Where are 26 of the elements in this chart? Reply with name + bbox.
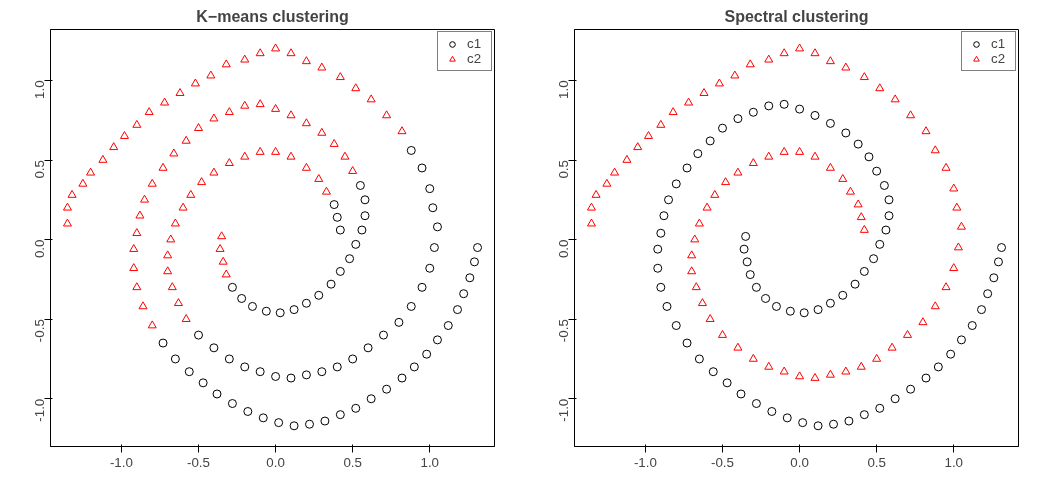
y-tick-label: -0.5 xyxy=(32,319,47,343)
y-tick-label: -1.0 xyxy=(32,398,47,422)
x-tick-label: -0.5 xyxy=(187,454,210,470)
x-tick-label: 1.0 xyxy=(420,454,440,470)
legend-label: c1 xyxy=(467,36,483,51)
legend-label: c2 xyxy=(467,51,483,66)
x-tick-label: 0.5 xyxy=(867,454,886,470)
x-tick-label: -0.5 xyxy=(711,454,734,470)
y-tick-label: 0.0 xyxy=(556,239,571,259)
x-tick-label: 1.0 xyxy=(944,454,964,470)
x-tick-label: 0.0 xyxy=(266,454,285,470)
y-tick-label: 0.0 xyxy=(32,239,47,259)
y-tick-label: 1.0 xyxy=(32,80,47,99)
x-tick-label: -1.0 xyxy=(109,454,133,470)
y-tick-label: 0.5 xyxy=(32,160,47,179)
chart-title: Spectral clustering xyxy=(724,7,869,25)
legend-label: c1 xyxy=(991,36,1007,51)
x-tick-label: 0.0 xyxy=(790,454,809,470)
y-tick-label: 0.5 xyxy=(556,160,571,179)
chart-title: K−means clustering xyxy=(196,7,349,25)
y-tick-label: -0.5 xyxy=(556,319,571,343)
x-tick-label: 0.5 xyxy=(343,454,362,470)
x-tick-label: -1.0 xyxy=(633,454,657,470)
y-tick-label: -1.0 xyxy=(556,398,571,422)
legend-label: c2 xyxy=(991,51,1007,66)
y-tick-label: 1.0 xyxy=(556,80,571,99)
